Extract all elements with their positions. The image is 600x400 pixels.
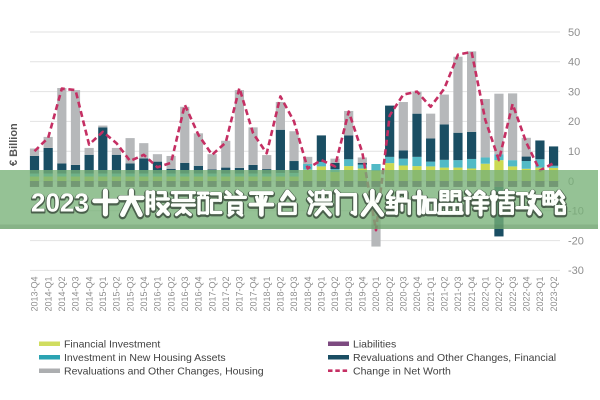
svg-text:2019-Q3: 2019-Q3	[344, 276, 354, 311]
svg-text:50: 50	[568, 27, 580, 39]
svg-text:2014-Q3: 2014-Q3	[71, 276, 81, 311]
svg-text:Investment in New Housing Asse: Investment in New Housing Assets	[64, 352, 226, 364]
svg-text:2019-Q2: 2019-Q2	[330, 276, 340, 311]
svg-text:2020-Q1: 2020-Q1	[371, 276, 381, 311]
svg-text:2015-Q3: 2015-Q3	[125, 276, 135, 311]
svg-text:2018-Q1: 2018-Q1	[262, 276, 272, 311]
svg-text:2021-Q2: 2021-Q2	[440, 276, 450, 311]
svg-text:Revaluations and Other Changes: Revaluations and Other Changes, Housing	[64, 366, 264, 378]
svg-text:-20: -20	[568, 235, 584, 247]
svg-text:2022-Q4: 2022-Q4	[521, 276, 531, 311]
svg-text:2023-Q1: 2023-Q1	[535, 276, 545, 311]
svg-text:40: 40	[568, 57, 580, 69]
svg-text:2016-Q3: 2016-Q3	[180, 276, 190, 311]
svg-text:2017-Q4: 2017-Q4	[248, 276, 258, 311]
svg-text:30: 30	[568, 86, 580, 98]
svg-text:2021-Q1: 2021-Q1	[426, 276, 436, 311]
svg-text:2022-Q3: 2022-Q3	[508, 276, 518, 311]
svg-text:2023-Q2: 2023-Q2	[549, 276, 559, 311]
svg-text:2016-Q2: 2016-Q2	[166, 276, 176, 311]
svg-text:2018-Q2: 2018-Q2	[276, 276, 286, 311]
svg-text:€ Billion: € Billion	[8, 123, 20, 166]
svg-text:Change in Net Worth: Change in Net Worth	[353, 366, 451, 378]
svg-text:2020-Q4: 2020-Q4	[412, 276, 422, 311]
svg-text:2013-Q4: 2013-Q4	[30, 276, 40, 311]
svg-text:2015-Q4: 2015-Q4	[139, 276, 149, 311]
svg-text:2017-Q1: 2017-Q1	[207, 276, 217, 311]
svg-text:2017-Q3: 2017-Q3	[235, 276, 245, 311]
svg-text:Liabilities: Liabilities	[353, 339, 396, 351]
svg-text:2014-Q1: 2014-Q1	[43, 276, 53, 311]
svg-text:Financial Investment: Financial Investment	[64, 339, 160, 351]
svg-text:2017-Q2: 2017-Q2	[221, 276, 231, 311]
svg-text:2023: 2023	[31, 188, 89, 218]
svg-text:20: 20	[568, 116, 580, 128]
svg-text:2020-Q3: 2020-Q3	[399, 276, 409, 311]
svg-text:2016-Q4: 2016-Q4	[194, 276, 204, 311]
svg-text:2018-Q3: 2018-Q3	[289, 276, 299, 311]
svg-text:2019-Q4: 2019-Q4	[358, 276, 368, 311]
svg-text:2015-Q1: 2015-Q1	[98, 276, 108, 311]
svg-text:Revaluations and Other Changes: Revaluations and Other Changes, Financia…	[353, 352, 556, 364]
svg-text:2014-Q2: 2014-Q2	[57, 276, 67, 311]
svg-text:2021-Q4: 2021-Q4	[467, 276, 477, 311]
svg-text:2018-Q4: 2018-Q4	[303, 276, 313, 311]
svg-text:10: 10	[568, 146, 580, 158]
svg-text:2016-Q1: 2016-Q1	[153, 276, 163, 311]
svg-text:2021-Q3: 2021-Q3	[453, 276, 463, 311]
svg-text:2023: 2023	[31, 189, 89, 219]
svg-text:2019-Q1: 2019-Q1	[317, 276, 327, 311]
svg-text:2014-Q4: 2014-Q4	[84, 276, 94, 311]
svg-text:2020-Q2: 2020-Q2	[385, 276, 395, 311]
svg-text:2022-Q1: 2022-Q1	[480, 276, 490, 311]
svg-text:-30: -30	[568, 265, 584, 277]
svg-text:2022-Q2: 2022-Q2	[494, 276, 504, 311]
svg-text:2015-Q2: 2015-Q2	[112, 276, 122, 311]
